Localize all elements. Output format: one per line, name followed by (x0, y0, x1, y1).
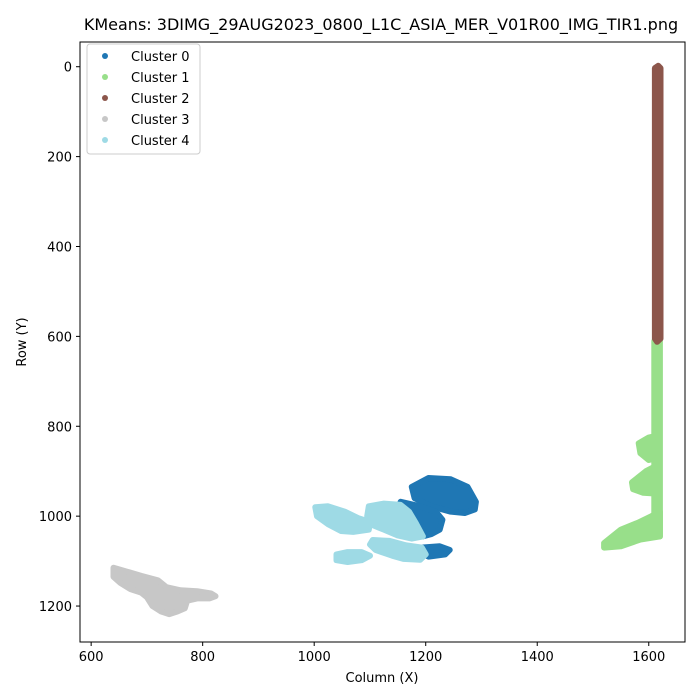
legend-label-cluster-0: Cluster 0 (131, 50, 190, 65)
x-tick-label: 1400 (521, 650, 554, 665)
y-tick-label: 1200 (39, 600, 72, 615)
x-tick-label: 1200 (409, 650, 442, 665)
x-tick-label: 600 (79, 650, 104, 665)
y-tick-label: 400 (47, 240, 72, 255)
cluster-2-points (651, 62, 664, 345)
cluster-4-region-0 (312, 503, 373, 535)
y-tick-label: 1000 (39, 510, 72, 525)
cluster-1-region-1 (635, 432, 662, 463)
y-tick-label: 600 (47, 330, 72, 345)
x-tick-label: 1000 (298, 650, 331, 665)
legend-label-cluster-2: Cluster 2 (131, 92, 190, 107)
x-tick-label: 800 (190, 650, 215, 665)
cluster-3-points (110, 564, 219, 618)
legend-marker-cluster-2 (102, 95, 108, 101)
legend-box (86, 43, 201, 155)
cluster-1-points (601, 337, 663, 551)
x-tick-label: 1600 (632, 650, 665, 665)
cluster-0-region-0 (408, 475, 479, 516)
cluster-3-region-0 (110, 564, 219, 618)
y-axis-title: Row (Y) (15, 317, 30, 366)
legend-marker-cluster-0 (102, 53, 108, 59)
cluster-2-region-0 (651, 62, 664, 345)
cluster-1-region-2 (629, 461, 662, 497)
cluster-4-region-1 (364, 500, 426, 542)
y-tick-label: 0 (64, 61, 72, 76)
legend-marker-cluster-3 (102, 116, 108, 122)
legend-label-cluster-4: Cluster 4 (131, 134, 190, 149)
y-tick-label: 800 (47, 420, 72, 435)
chart-title: KMeans: 3DIMG_29AUG2023_0800_L1C_ASIA_ME… (84, 15, 678, 35)
legend-marker-cluster-1 (102, 74, 108, 80)
x-axis: 600 800 1000 1200 1400 1600 (79, 642, 665, 665)
plot-frame (79, 41, 686, 643)
plot-area (110, 62, 664, 618)
y-axis: 0 200 400 600 800 1000 1200 (39, 61, 80, 615)
cluster-4-region-2 (367, 537, 429, 563)
y-tick-label: 200 (47, 151, 72, 166)
cluster-4-region-3 (333, 549, 373, 565)
legend-marker-cluster-4 (102, 137, 108, 143)
legend: Cluster 0 Cluster 1 Cluster 2 Cluster 3 Clus… (86, 43, 201, 155)
cluster-1-region-3 (601, 508, 663, 551)
cluster-4-points (312, 500, 429, 565)
legend-label-cluster-3: Cluster 3 (131, 113, 190, 128)
x-axis-title: Column (X) (346, 671, 419, 686)
legend-label-cluster-1: Cluster 1 (131, 71, 190, 86)
